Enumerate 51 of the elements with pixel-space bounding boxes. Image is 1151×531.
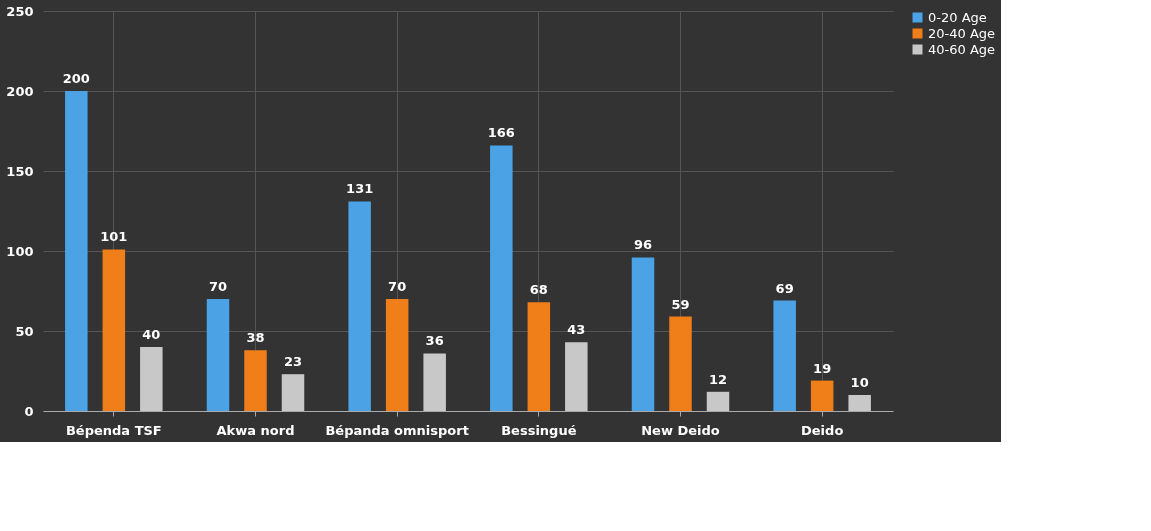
- bar: [244, 350, 267, 411]
- data-label: 40: [142, 327, 161, 342]
- y-tick-label: 250: [6, 3, 34, 19]
- data-label: 131: [346, 181, 374, 197]
- data-label: 19: [813, 360, 832, 376]
- y-tick-label: 200: [6, 83, 34, 99]
- data-label: 166: [487, 125, 515, 141]
- data-label: 68: [529, 282, 548, 298]
- y-tick-label: 0: [24, 403, 34, 419]
- bar: [65, 91, 88, 411]
- data-label: 12: [708, 371, 728, 387]
- bar: [706, 391, 730, 411]
- x-tick-label: Bépanda omnisport: [325, 422, 469, 438]
- data-label: 10: [850, 375, 869, 390]
- x-tick-label: Deido: [801, 422, 844, 438]
- y-tick-label: 100: [6, 243, 34, 259]
- data-label: 70: [208, 279, 228, 294]
- bar: [102, 249, 126, 411]
- bar: [423, 353, 446, 411]
- data-label: 36: [425, 333, 444, 349]
- data-label: 23: [283, 354, 303, 370]
- data-label: 43: [567, 322, 586, 338]
- data-label: 96: [633, 237, 653, 253]
- bar: [631, 257, 655, 411]
- bar: [206, 299, 230, 411]
- legend-label: 40-60 Age: [928, 41, 996, 57]
- legend-label: 0-20 Age: [928, 9, 987, 25]
- bar: [810, 380, 834, 411]
- data-label: 59: [671, 296, 690, 312]
- bar: [669, 316, 692, 411]
- data-label: 70: [388, 279, 407, 294]
- x-tick-label: Akwa nord: [216, 422, 295, 438]
- bar: [848, 395, 871, 411]
- x-tick-label: New Deido: [641, 422, 720, 438]
- bar: [527, 302, 551, 411]
- x-tick-label: Bessingué: [501, 422, 577, 438]
- legend-label: 20-40 Age: [928, 25, 996, 41]
- x-tick-label: Bépenda TSF: [65, 422, 162, 438]
- data-label: 101: [100, 229, 128, 245]
- bar: [140, 347, 163, 411]
- bar: [773, 300, 796, 411]
- y-tick-label: 50: [15, 323, 34, 339]
- bar: [490, 145, 513, 411]
- data-label: 200: [62, 71, 90, 86]
- bar: [565, 342, 588, 411]
- bar: [385, 299, 409, 411]
- bar: [281, 374, 305, 411]
- y-tick-label: 150: [6, 163, 34, 179]
- data-label: 38: [246, 330, 265, 346]
- bar: [348, 201, 371, 411]
- data-label: 69: [775, 280, 794, 296]
